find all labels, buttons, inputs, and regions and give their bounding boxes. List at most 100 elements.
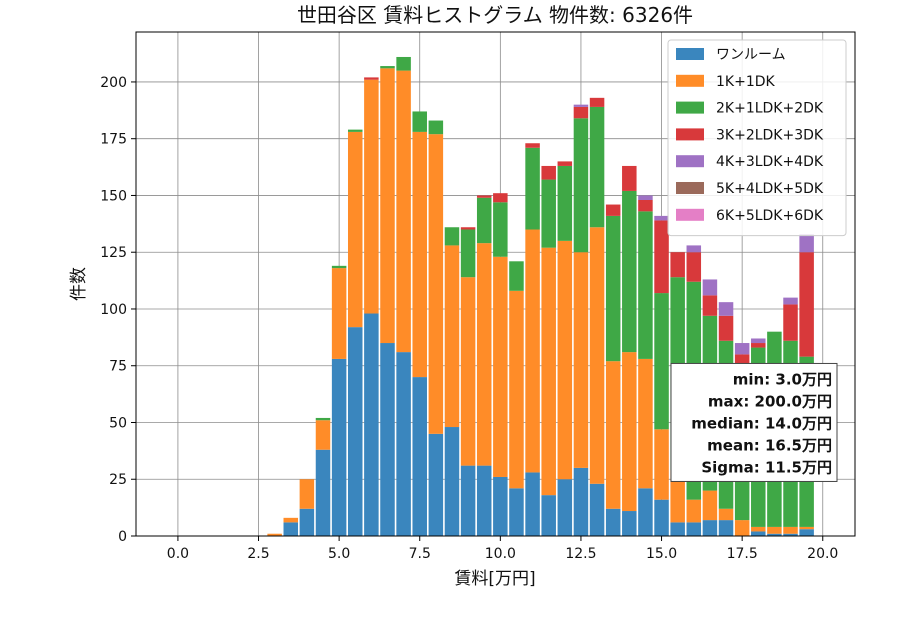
bar-segment [315, 449, 331, 536]
legend-box [667, 39, 847, 237]
bar-segment [364, 77, 379, 80]
bar-segment [315, 420, 331, 450]
x-tick-label: 15.0 [646, 546, 677, 562]
bar-segment [718, 315, 734, 341]
bar-segment [428, 120, 444, 135]
bar-segment [622, 190, 637, 353]
bar-segment [734, 343, 750, 355]
bar-segment [622, 352, 637, 512]
bar-segment [654, 215, 669, 221]
bar-segment [783, 533, 798, 536]
bar-segment [493, 193, 508, 203]
bar-segment [331, 358, 347, 536]
bar-segment [493, 476, 508, 536]
bar-segment [573, 104, 589, 107]
x-axis-label: 賃料[万円] [454, 569, 535, 589]
y-tick-label: 75 [109, 359, 127, 375]
bar-segment [686, 499, 702, 523]
bar-segment [605, 361, 621, 509]
bar-segment [734, 354, 750, 364]
legend-swatch [676, 155, 704, 168]
bar-segment [525, 143, 540, 148]
bar-segment [493, 256, 508, 477]
legend-swatch [676, 182, 704, 194]
legend-swatch [676, 48, 704, 60]
bar-segment [605, 204, 621, 216]
y-tick-label: 100 [100, 302, 127, 318]
bar-segment [670, 522, 685, 536]
bar-segment [509, 488, 524, 536]
bar-segment [315, 417, 331, 421]
bar-segment [767, 526, 782, 534]
x-tick-label: 17.5 [727, 546, 758, 562]
bar-segment [364, 313, 379, 536]
bar-segment [718, 302, 734, 316]
bar-segment [525, 229, 540, 473]
bar-segment [573, 118, 589, 253]
bar-segment [557, 165, 573, 241]
bar-segment [283, 522, 299, 536]
y-tick-label: 25 [109, 472, 127, 488]
bar-segment [686, 252, 702, 282]
x-axis-ticks: 0.0 2.5 5.0 7.5 10.0 12.5 15.0 17.5 20.0 [167, 536, 838, 562]
bar-segment [573, 252, 589, 468]
y-tick-label: 150 [100, 188, 127, 204]
stats-box: min: 3.0万円 max: 200.0万円 median: 14.0万円 mean… [670, 362, 838, 482]
bar-segment [799, 234, 814, 253]
bar-segment [734, 520, 750, 536]
bar-segment [541, 247, 556, 496]
bar-segment [702, 520, 718, 536]
bar-segment [396, 56, 411, 71]
y-axis-label: 件数 [69, 267, 89, 301]
bar-segment [638, 195, 653, 200]
bar-segment [751, 531, 766, 536]
bar-segment [605, 508, 621, 536]
bar-segment [412, 131, 427, 378]
legend-label: 3K+2LDK+3DK [716, 127, 824, 143]
bar-segment [589, 106, 605, 228]
bar-segment [476, 465, 492, 536]
bar-segment [444, 427, 460, 536]
bar-segment [476, 243, 492, 466]
bar-segment [605, 215, 621, 362]
stats-box-frame [670, 362, 838, 482]
bar-segment [638, 211, 653, 359]
bar-segment [799, 526, 814, 530]
chart-title: 世田谷区 賃料ヒストグラム 物件数: 6326件 [297, 3, 693, 27]
x-tick-label: 0.0 [167, 546, 189, 562]
legend-label: 5K+4LDK+5DK [716, 181, 824, 197]
bar-segment [622, 165, 637, 191]
bar-segment [638, 200, 653, 212]
bar-segment [476, 195, 492, 198]
stats-line: median: 14.0万円 [691, 414, 832, 432]
bar-segment [718, 508, 734, 521]
bar-segment [460, 227, 476, 230]
bar-segment [702, 295, 718, 316]
x-tick-label: 10.0 [485, 546, 516, 562]
bar-segment [622, 511, 637, 536]
legend-label: 6K+5LDK+6DK [716, 208, 824, 224]
stats-line: Sigma: 11.5万円 [701, 458, 832, 476]
bar-segment [364, 79, 379, 314]
bar-segment [670, 470, 685, 523]
bar-segment [331, 268, 347, 359]
legend: ワンルーム 1K+1DK 2K+1LDK+2DK 3K+2LDK+3DK 4K+3LDK… [667, 39, 847, 237]
bar-segment [751, 338, 766, 344]
bar-segment [380, 68, 395, 344]
bar-segment [638, 358, 653, 489]
bar-segment [573, 467, 589, 536]
stats-line: mean: 16.5万円 [707, 436, 832, 454]
bar-segment [686, 522, 702, 536]
legend-swatch [676, 101, 704, 114]
bar-segment [525, 472, 540, 536]
bar-segment [783, 304, 798, 341]
x-tick-label: 2.5 [247, 546, 269, 562]
bar-segment [444, 227, 460, 246]
bar-segment [541, 179, 556, 248]
bar-segment [331, 265, 347, 269]
legend-swatch [676, 74, 704, 87]
bar-segment [541, 495, 556, 536]
bar-segment [589, 227, 605, 484]
